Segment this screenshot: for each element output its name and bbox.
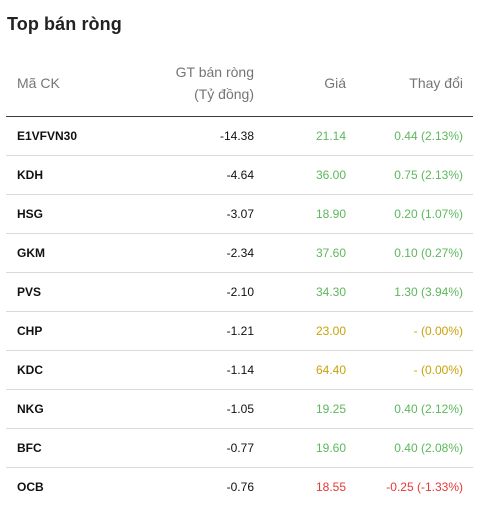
row-price: 21.14 (315, 129, 346, 143)
panel-title: Top bán ròng (7, 14, 122, 34)
table-row[interactable]: PVS -2.10 34.30 1.30 (3.94%) (6, 273, 473, 312)
row-net-value: -4.64 (226, 168, 254, 182)
row-price: 23.00 (315, 324, 346, 338)
header-net-value-line2: (Tỷ đồng) (194, 86, 254, 102)
table-row[interactable]: E1VFVN30 -14.38 21.14 0.44 (2.13%) (6, 117, 473, 156)
row-net-value: -0.77 (226, 441, 254, 455)
header-change: Thay đổi (409, 75, 463, 91)
row-price: 64.40 (315, 363, 346, 377)
row-change: 1.30 (3.94%) (394, 285, 463, 299)
row-change: 0.40 (2.08%) (394, 441, 463, 455)
row-symbol[interactable]: E1VFVN30 (17, 129, 78, 143)
row-net-value: -1.21 (226, 324, 254, 338)
row-symbol[interactable]: CHP (17, 324, 43, 338)
table-header: Mã CK GT bán ròng (Tỷ đồng) Giá Thay đổi (6, 57, 473, 117)
row-change: - (0.00%) (413, 324, 463, 338)
row-price: 19.60 (315, 441, 346, 455)
row-net-value: -0.76 (226, 480, 254, 494)
table-row[interactable]: HSG -3.07 18.90 0.20 (1.07%) (6, 195, 473, 234)
row-symbol[interactable]: KDC (17, 363, 43, 377)
row-symbol[interactable]: KDH (17, 168, 43, 182)
table-row[interactable]: KDH -4.64 36.00 0.75 (2.13%) (6, 156, 473, 195)
row-change: - (0.00%) (413, 363, 463, 377)
header-net-value: GT bán ròng (Tỷ đồng) (146, 61, 254, 105)
header-price: Giá (324, 75, 346, 91)
row-price: 37.60 (315, 246, 346, 260)
row-price: 36.00 (315, 168, 346, 182)
row-change: -0.25 (-1.33%) (386, 480, 463, 494)
row-symbol[interactable]: NKG (17, 402, 44, 416)
row-price: 34.30 (315, 285, 346, 299)
row-net-value: -14.38 (219, 129, 254, 143)
row-symbol[interactable]: HSG (17, 207, 44, 221)
header-net-value-line1: GT bán ròng (175, 64, 254, 80)
row-symbol[interactable]: GKM (17, 246, 45, 260)
row-net-value: -3.07 (226, 207, 254, 221)
table-row[interactable]: GKM -2.34 37.60 0.10 (0.27%) (6, 234, 473, 273)
row-price: 19.25 (315, 402, 346, 416)
header-symbol: Mã CK (17, 75, 60, 91)
table-row[interactable]: OCB -0.76 18.55 -0.25 (-1.33%) (6, 468, 473, 506)
net-sell-table: Mã CK GT bán ròng (Tỷ đồng) Giá Thay đổi… (6, 57, 473, 506)
row-net-value: -2.10 (226, 285, 254, 299)
row-symbol[interactable]: BFC (17, 441, 42, 455)
table-row[interactable]: BFC -0.77 19.60 0.40 (2.08%) (6, 429, 473, 468)
row-net-value: -1.05 (226, 402, 254, 416)
table-row[interactable]: KDC -1.14 64.40 - (0.00%) (6, 351, 473, 390)
table-row[interactable]: CHP -1.21 23.00 - (0.00%) (6, 312, 473, 351)
row-symbol[interactable]: PVS (17, 285, 42, 299)
row-price: 18.55 (315, 480, 346, 494)
row-price: 18.90 (315, 207, 346, 221)
row-net-value: -1.14 (226, 363, 254, 377)
row-net-value: -2.34 (226, 246, 254, 260)
row-change: 0.10 (0.27%) (394, 246, 463, 260)
row-change: 0.75 (2.13%) (394, 168, 463, 182)
row-change: 0.20 (1.07%) (394, 207, 463, 221)
row-symbol[interactable]: OCB (17, 480, 44, 494)
table-row[interactable]: NKG -1.05 19.25 0.40 (2.12%) (6, 390, 473, 429)
row-change: 0.44 (2.13%) (394, 129, 463, 143)
row-change: 0.40 (2.12%) (394, 402, 463, 416)
